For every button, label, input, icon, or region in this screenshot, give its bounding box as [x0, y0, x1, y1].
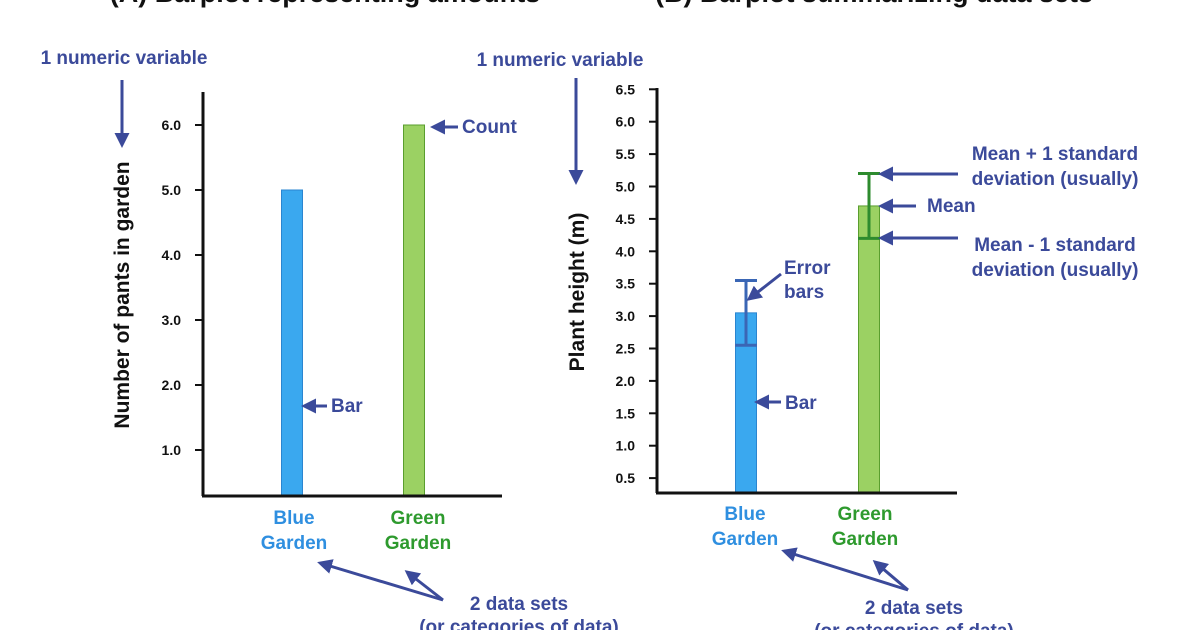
panel-a-datasets-arrow-blue-icon [317, 559, 444, 602]
category-label: Green [838, 504, 893, 525]
y-tick-label: 2.5 [616, 341, 636, 357]
y-tick-label: 2.0 [162, 377, 182, 393]
panel-b-title: (B) Barplot summarizing data sets [655, 0, 1093, 8]
category-label: Garden [261, 533, 328, 554]
panel-b-mean-label: Mean [927, 196, 976, 217]
y-tick-label: 4.0 [162, 247, 182, 263]
bar [281, 189, 303, 497]
panel-b-numeric-variable-label: 1 numeric variable [477, 50, 644, 71]
panel-b-datasets-arrow-green-icon [872, 560, 909, 592]
y-tick-label: 2.0 [616, 373, 636, 389]
y-tick-label: 1.5 [616, 405, 636, 421]
category-label: Blue [273, 508, 314, 529]
y-tick-label: 1.0 [616, 438, 636, 454]
bar [403, 124, 425, 497]
category-label: Garden [385, 533, 452, 554]
y-tick-label: 6.0 [616, 114, 636, 130]
y-tick-label: 6.5 [616, 81, 636, 97]
panel-b: (B) Barplot summarizing data sets 1 nume… [477, 0, 1139, 630]
panel-a-numeric-variable-label: 1 numeric variable [41, 48, 208, 69]
panel-b-mean-minus-label-line2: deviation (usually) [972, 260, 1139, 281]
panel-a-count-label: Count [462, 117, 518, 138]
panel-b-bar-label: Bar [785, 393, 817, 414]
bar [858, 205, 880, 494]
panel-b-datasets-label: 2 data sets [865, 598, 963, 619]
category-label: Green [391, 508, 446, 529]
panel-b-mean-plus-label-line1: Mean + 1 standard [972, 144, 1138, 165]
panel-b-y-axis-label: Plant height (m) [566, 213, 589, 372]
panel-a-y-ticks: 1.0 2.0 3.0 4.0 5.0 6.0 [162, 117, 203, 458]
panel-a-y-axis-label: Number of pants in garden [111, 161, 134, 428]
panel-a-datasets-sublabel: (or categories of data) [419, 617, 619, 630]
panel-b-error-bars-arrow-icon [746, 272, 782, 301]
y-tick-label: 5.0 [616, 179, 636, 195]
y-tick-label: 3.0 [616, 308, 636, 324]
panel-b-mean-minus-label-line1: Mean - 1 standard [974, 235, 1136, 256]
y-tick-label: 0.5 [616, 470, 636, 486]
panel-b-bars [735, 172, 880, 494]
panel-a-datasets-label: 2 data sets [470, 594, 568, 615]
y-tick-label: 4.5 [616, 211, 636, 227]
panel-a-title: (A) Barplot representing amounts [110, 0, 541, 8]
panel-a-category-labels: Blue Garden Green Garden [261, 508, 452, 554]
y-tick-label: 6.0 [162, 117, 182, 133]
y-tick-label: 5.5 [616, 146, 636, 162]
panel-b-category-labels: Blue Garden Green Garden [712, 504, 899, 550]
category-label: Garden [832, 529, 899, 550]
y-tick-label: 3.0 [162, 312, 182, 328]
y-tick-label: 3.5 [616, 276, 636, 292]
y-tick-label: 4.0 [616, 243, 636, 259]
panel-b-error-bars-label-line1: Error [784, 258, 831, 279]
panel-a-bar-label: Bar [331, 396, 363, 417]
panel-b-datasets-arrow-blue-icon [781, 547, 909, 592]
category-label: Garden [712, 529, 779, 550]
category-label: Blue [724, 504, 765, 525]
panel-a-bars [281, 124, 425, 497]
panel-b-y-ticks: 0.5 1.0 1.5 2.0 2.5 3.0 3.5 4.0 4.5 5.0 5.5 6.0 6.5 [616, 81, 657, 486]
panel-b-error-bars-label-line2: bars [784, 282, 824, 303]
y-tick-label: 5.0 [162, 182, 182, 198]
panel-b-mean-plus-label-line2: deviation (usually) [972, 169, 1139, 190]
panel-b-datasets-sublabel: (or categories of data) [814, 621, 1014, 630]
panel-a: (A) Barplot representing amounts 1 numer… [41, 0, 619, 630]
y-tick-label: 1.0 [162, 442, 182, 458]
panel-a-datasets-arrow-green-icon [404, 570, 444, 602]
